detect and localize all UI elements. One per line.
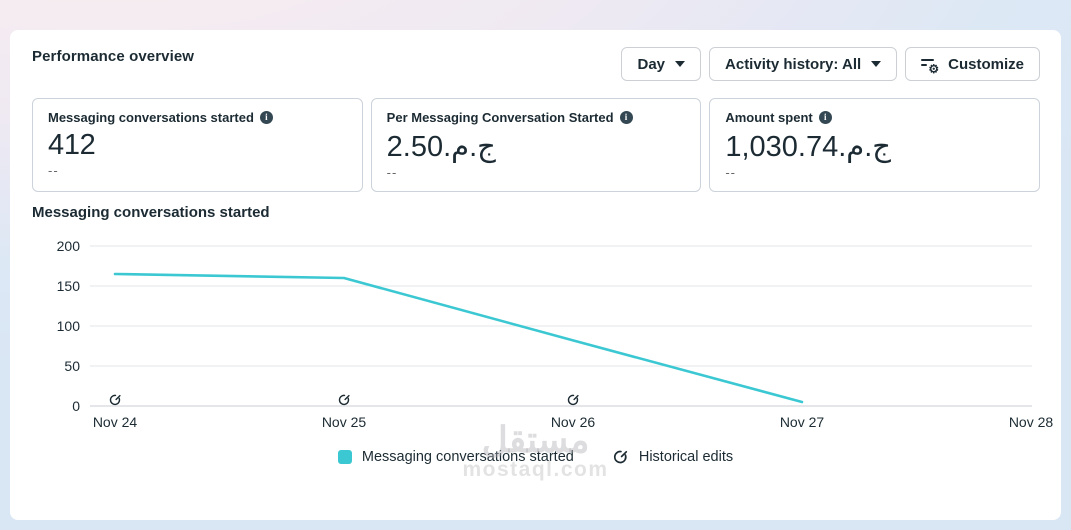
legend-series-label: Messaging conversations started	[361, 448, 574, 465]
y-tick-label: 0	[72, 398, 80, 414]
metric-label: Amount spent i	[725, 110, 1024, 125]
header-controls: Day Activity history: All ⚙ Customize	[621, 47, 1040, 81]
y-tick-label: 50	[64, 358, 80, 374]
metric-delta: --	[386, 165, 398, 180]
legend-item-series: Messaging conversations started	[337, 448, 574, 465]
historical-edit-marker-icon[interactable]	[567, 394, 579, 406]
series-swatch	[337, 449, 352, 464]
metric-label: Messaging conversations started i	[48, 110, 347, 125]
x-tick-label: Nov 27	[780, 414, 825, 430]
page-title: Performance overview	[32, 48, 195, 65]
customize-label: Customize	[948, 55, 1024, 73]
metric-label-text: Per Messaging Conversation Started	[386, 110, 614, 125]
y-tick-label: 150	[57, 278, 81, 294]
metric-label-text: Messaging conversations started	[48, 110, 254, 125]
metric-value: 1,030.74.ج.م	[725, 131, 892, 163]
x-tick-label: Nov 28	[1009, 414, 1054, 430]
metric-delta: --	[725, 165, 737, 180]
historical-edit-marker-icon[interactable]	[109, 394, 121, 406]
metric-delta: --	[48, 163, 59, 178]
metric-value: 412	[48, 129, 96, 161]
legend-item-historical-edits: Historical edits	[612, 448, 733, 465]
info-icon[interactable]: i	[818, 111, 832, 124]
customize-settings-icon: ⚙	[921, 56, 939, 75]
chevron-down-icon	[675, 61, 686, 67]
metric-value: 2.50.ج.م	[386, 131, 497, 163]
x-tick-label: Nov 25	[322, 414, 367, 430]
metric-card-amount-spent: Amount spent i 1,030.74.ج.م --	[709, 98, 1041, 192]
info-icon[interactable]: i	[259, 111, 273, 124]
x-tick-label: Nov 24	[93, 414, 138, 430]
y-tick-label: 100	[57, 318, 81, 334]
chart-title: Messaging conversations started	[32, 204, 270, 221]
metric-card-cost-per-conversation: Per Messaging Conversation Started i 2.5…	[370, 98, 702, 192]
performance-overview-card: Performance overview Day Activity histor…	[10, 30, 1061, 520]
activity-history-label: Activity history: All	[725, 55, 862, 73]
info-icon[interactable]: i	[619, 111, 633, 124]
series-line	[113, 272, 804, 404]
historical-edit-marker-icon[interactable]	[338, 394, 350, 406]
historical-edits-icon	[613, 450, 627, 464]
customize-button[interactable]: ⚙ Customize	[905, 47, 1040, 81]
chart-legend: Messaging conversations started Historic…	[10, 448, 1061, 465]
activity-history-dropdown[interactable]: Activity history: All	[709, 47, 898, 81]
time-breakdown-dropdown[interactable]: Day	[621, 47, 702, 81]
y-tick-label: 200	[57, 238, 81, 254]
line-chart: 0 50 100 150 200 Nov 24 Nov 25 Nov 26 Nov 27 Nov …	[10, 236, 1071, 466]
metric-cards-row: Messaging conversations started i 412 --…	[32, 98, 1041, 192]
time-breakdown-label: Day	[637, 55, 666, 73]
chart-svg: 0 50 100 150 200 Nov 24 Nov 25 Nov 26 Nov 27 Nov …	[57, 238, 1054, 430]
metric-label: Per Messaging Conversation Started i	[387, 110, 686, 125]
metric-card-messaging-conversations: Messaging conversations started i 412 --	[32, 98, 363, 192]
metric-label-text: Amount spent	[725, 110, 813, 125]
chart-generated: 0 50 100 150 200 Nov 24 Nov 25 Nov 26 Nov 27 Nov …	[57, 238, 1054, 430]
chevron-down-icon	[871, 61, 882, 67]
legend-historical-edits-label: Historical edits	[638, 448, 734, 465]
x-tick-label: Nov 26	[551, 414, 596, 430]
